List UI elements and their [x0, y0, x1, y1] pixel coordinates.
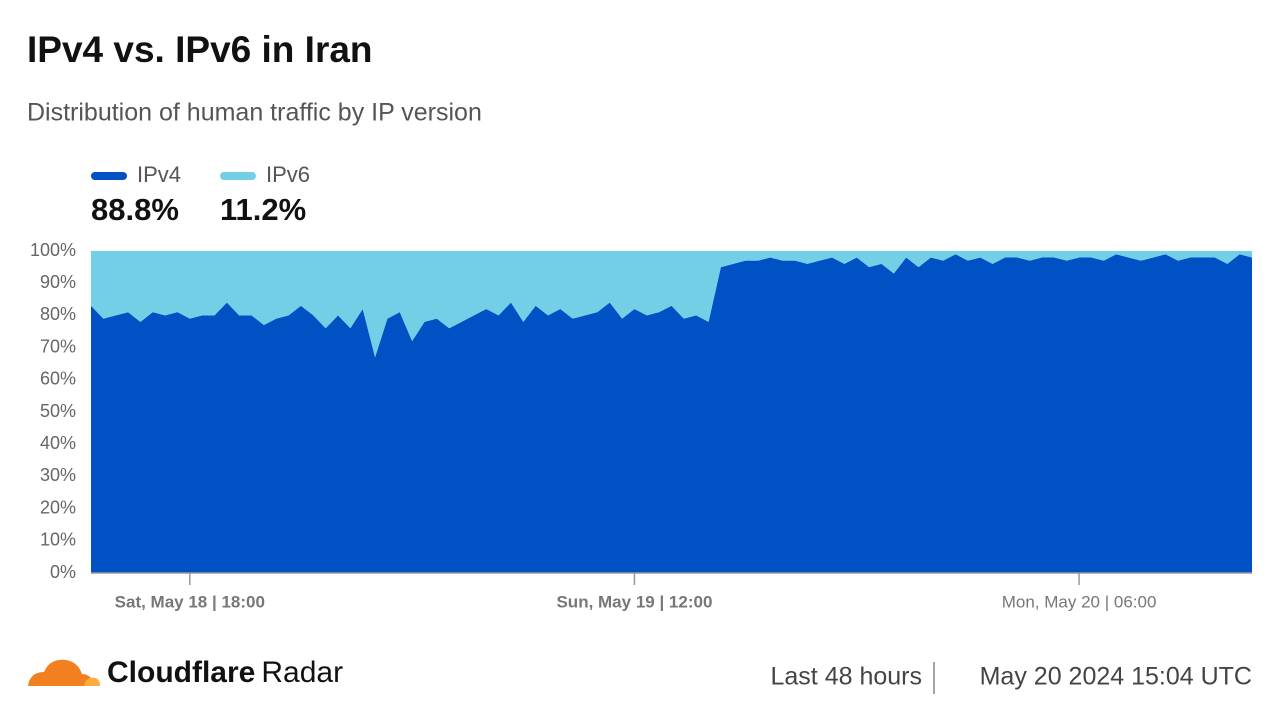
area	[91, 254, 1252, 573]
chart-title: IPv4 vs. IPv6 in Iran	[27, 29, 373, 70]
y-tick-label: 10%	[40, 530, 76, 550]
area	[91, 251, 1252, 358]
logo	[28, 659, 100, 686]
legend-share: 11.2%	[220, 192, 306, 227]
footer-timestamp: May 20 2024 15:04 UTC	[980, 663, 1252, 691]
y-tick-label: 50%	[40, 401, 76, 421]
brand-name: Cloudflare	[107, 656, 255, 689]
x-tick-label: Sun, May 19 | 12:00	[556, 592, 712, 611]
chart-subtitle: Distribution of human traffic by IP vers…	[27, 99, 482, 127]
legend-label: IPv4	[137, 162, 181, 187]
y-tick-label: 0%	[50, 562, 76, 582]
legend-label: IPv6	[266, 162, 310, 187]
y-tick-label: 70%	[40, 336, 76, 356]
y-tick-label: 30%	[40, 465, 76, 485]
footer-range: Last 48 hours	[771, 663, 923, 691]
y-tick-label: 20%	[40, 497, 76, 517]
y-tick-label: 100%	[30, 240, 76, 260]
x-tick-label: Mon, May 20 | 06:00	[1002, 592, 1157, 611]
brand: Cloudflare Radar	[107, 656, 343, 689]
x-tick-label: Sat, May 18 | 18:00	[115, 592, 265, 611]
y-tick-label: 80%	[40, 304, 76, 324]
y-tick-label: 90%	[40, 272, 76, 292]
y-tick-label: 60%	[40, 369, 76, 389]
y-tick-label: 40%	[40, 433, 76, 453]
brand-product: Radar	[261, 656, 343, 689]
legend-share: 88.8%	[91, 192, 179, 227]
